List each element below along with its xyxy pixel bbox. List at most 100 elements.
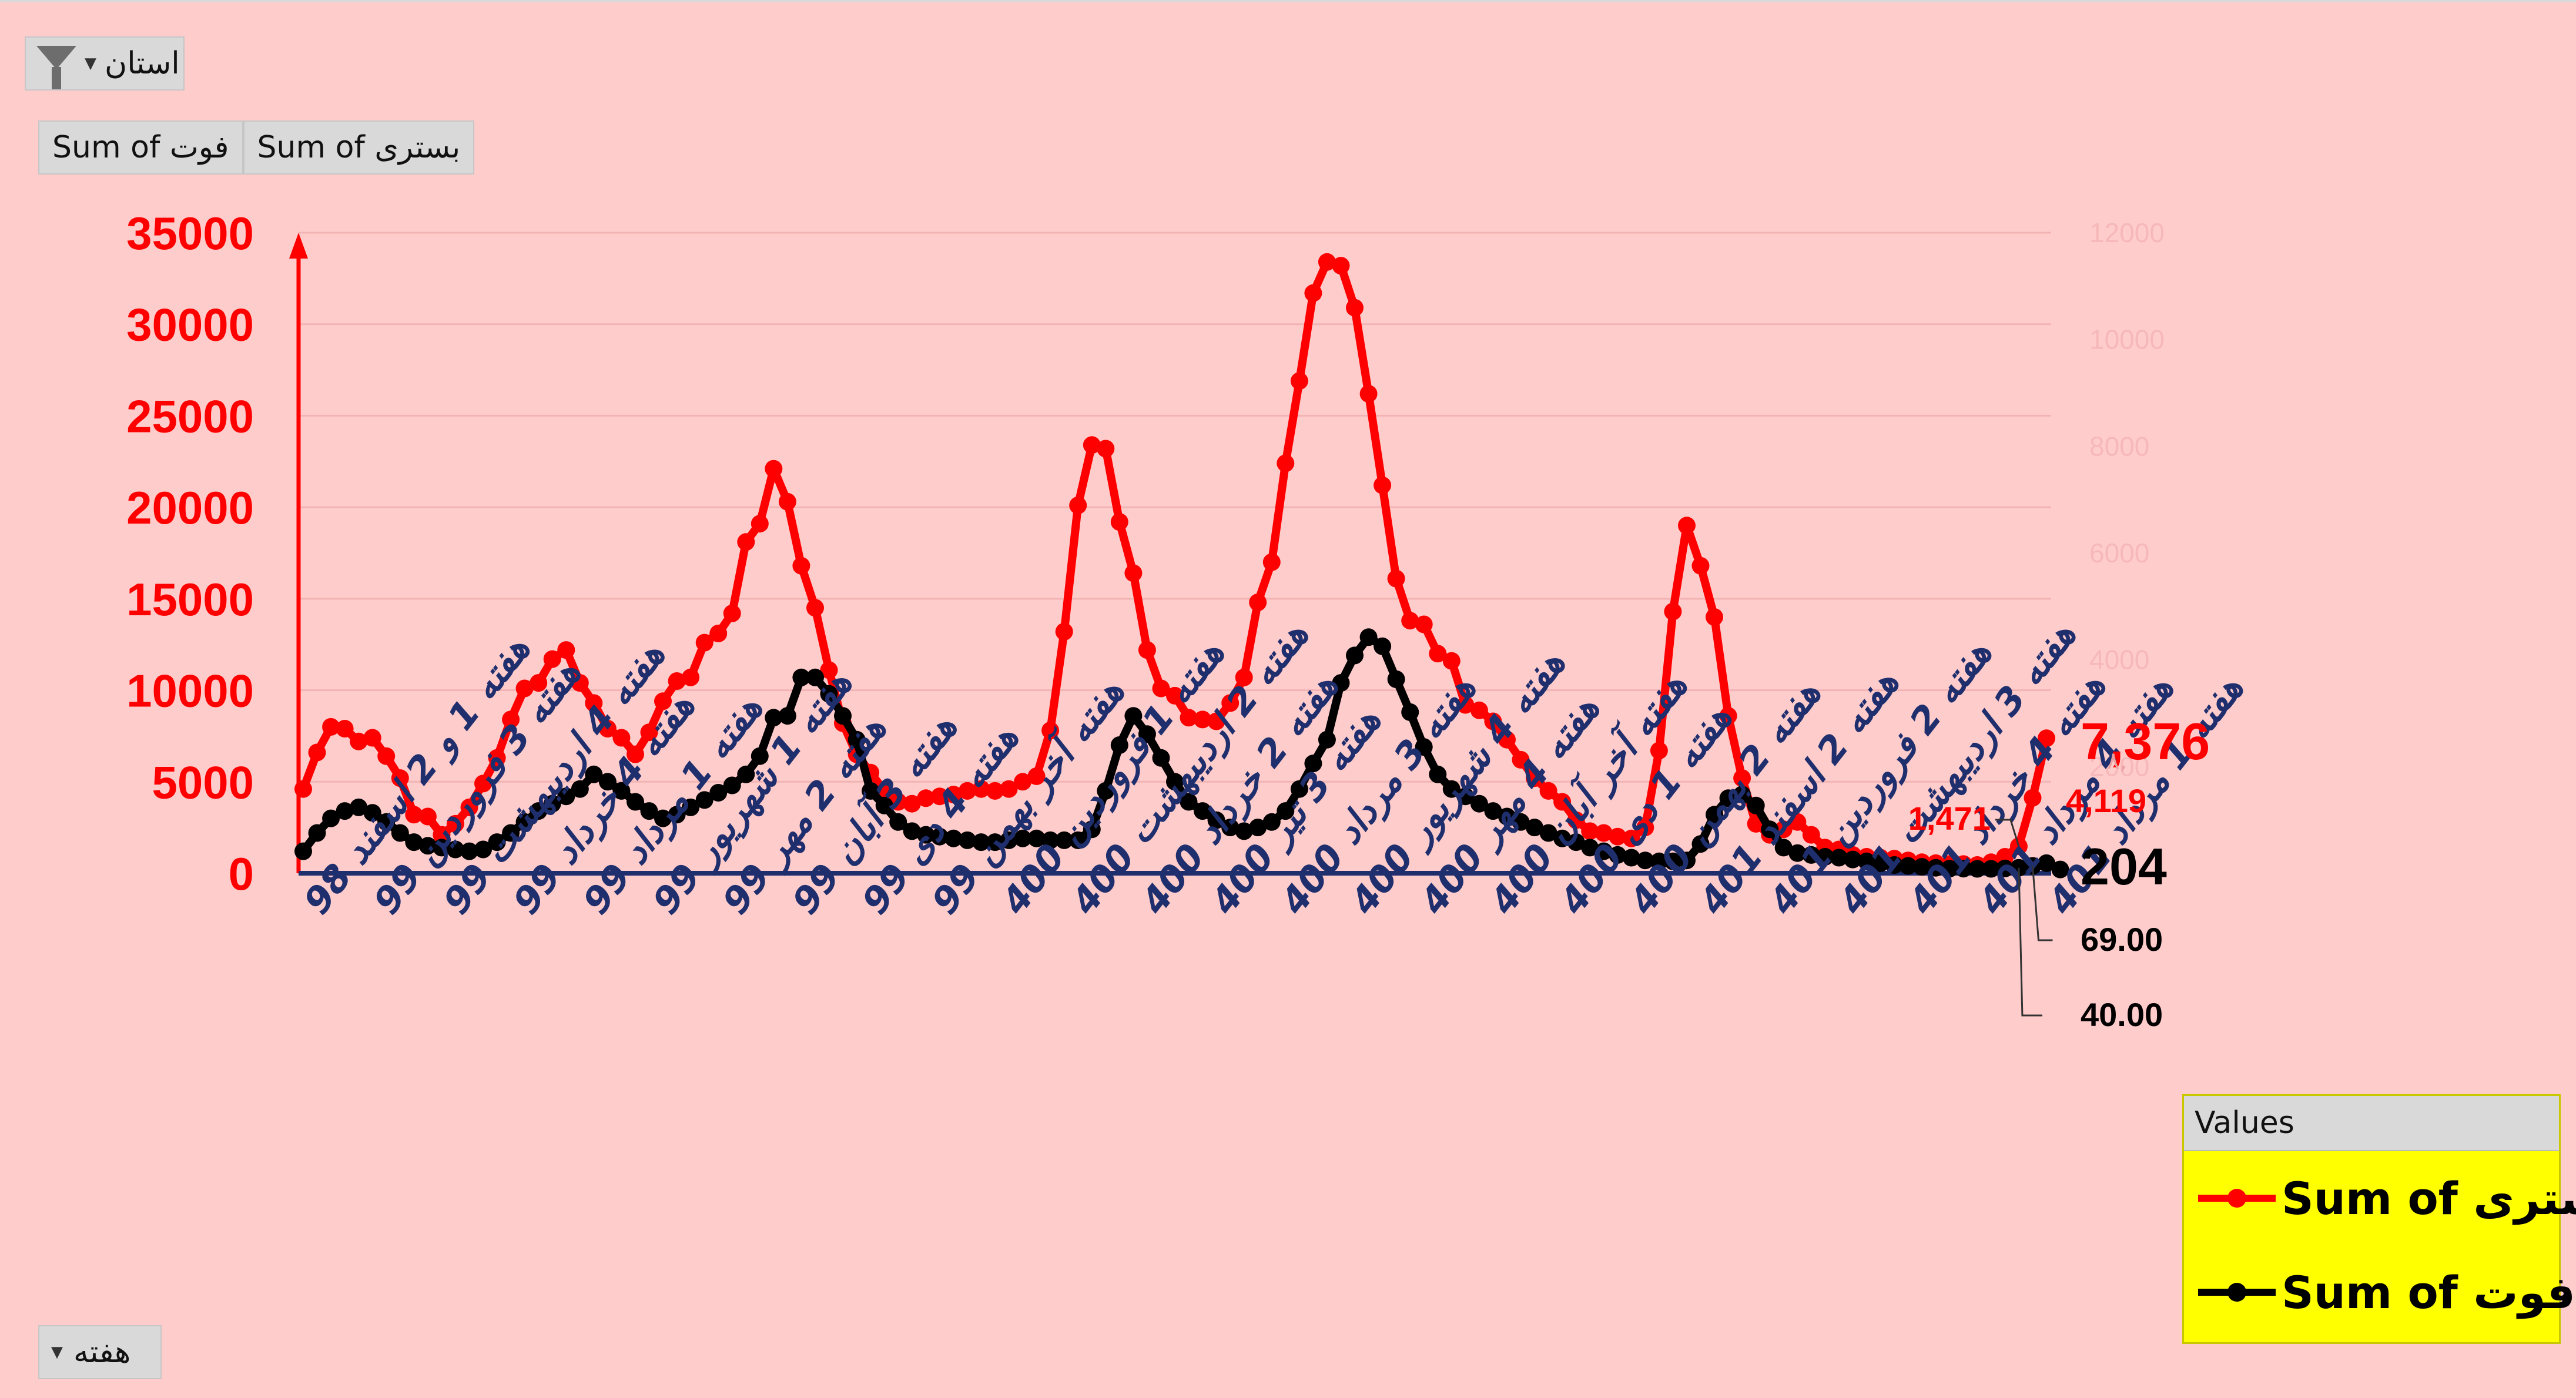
- data-point-fot: [1083, 820, 1101, 839]
- data-point-fot: [1069, 831, 1087, 849]
- data-point-fot: [377, 813, 396, 831]
- top-border: [0, 0, 2576, 2]
- data-point-fot: [1594, 842, 1613, 860]
- legend-swatch-fot: [2198, 1283, 2276, 1302]
- data-point-fot: [1346, 646, 1364, 665]
- data-point-bastari: [350, 732, 368, 750]
- data-point-bastari: [1470, 701, 1488, 719]
- data-point-bastari: [654, 692, 672, 710]
- data-point-bastari: [1207, 712, 1225, 730]
- annotation-fot-label: 69.00: [2081, 921, 2163, 958]
- data-point-fot: [1000, 831, 1018, 849]
- data-point-bastari: [1014, 773, 1032, 791]
- left-axis-tick-label: 30000: [126, 299, 254, 351]
- left-axis-tick-label: 35000: [126, 207, 254, 259]
- data-point-fot: [1359, 628, 1378, 646]
- province-filter-button[interactable]: ▼ استان: [25, 36, 185, 90]
- data-point-fot: [474, 840, 492, 859]
- data-point-bastari: [1180, 709, 1198, 727]
- data-point-fot: [1484, 802, 1502, 820]
- data-point-bastari: [1166, 686, 1184, 705]
- data-point-fot: [1927, 859, 1945, 877]
- left-axis-tick-label: 25000: [126, 390, 254, 442]
- data-point-fot: [1885, 856, 1904, 874]
- data-point-bastari: [723, 604, 741, 622]
- data-point-fot: [1567, 833, 1585, 851]
- annotation-fot-label: 40.00: [2081, 996, 2163, 1033]
- data-point-fot: [1636, 851, 1654, 870]
- data-point-bastari: [1678, 517, 1696, 535]
- data-point-fot: [778, 707, 796, 725]
- data-point-bastari: [737, 533, 755, 551]
- legend-item-bastari[interactable]: Sum of بستری: [2184, 1151, 2576, 1245]
- data-point-fot: [1318, 730, 1336, 749]
- data-point-bastari: [1802, 826, 1820, 844]
- data-point-fot: [446, 840, 464, 859]
- week-axis-field-button[interactable]: ▼ هفته: [38, 1325, 162, 1379]
- data-point-bastari: [322, 718, 340, 736]
- data-point-bastari: [1526, 769, 1543, 787]
- data-point-bastari: [1249, 594, 1267, 612]
- data-point-fot: [917, 826, 935, 844]
- right-axis-tick-label: 10000: [2089, 324, 2165, 355]
- data-point-fot: [1442, 780, 1460, 798]
- dropdown-caret-icon: ▼: [85, 55, 96, 72]
- data-point-bastari: [1484, 712, 1502, 730]
- data-point-bastari: [889, 793, 907, 811]
- data-point-fot: [1691, 835, 1710, 853]
- data-point-fot: [1387, 670, 1405, 688]
- data-point-fot: [598, 773, 617, 791]
- data-point-bastari: [1041, 722, 1060, 740]
- right-axis-tick-label: 6000: [2089, 538, 2149, 568]
- data-point-bastari: [1498, 730, 1516, 749]
- data-point-bastari: [1539, 782, 1557, 800]
- data-point-fot: [668, 806, 686, 824]
- data-point-fot: [765, 709, 783, 727]
- data-point-fot: [294, 842, 312, 860]
- data-point-fot: [1110, 736, 1128, 754]
- data-point-fot: [1844, 850, 1862, 869]
- data-point-bastari: [627, 745, 644, 763]
- chart-legend: Values Sum of بستری Sum of فوت: [2182, 1094, 2576, 1344]
- data-point-bastari: [612, 729, 631, 747]
- left-axis-tick-label: 20000: [126, 482, 254, 534]
- value-field-fot[interactable]: Sum of فوت: [38, 120, 243, 175]
- data-point-fot: [1194, 802, 1212, 820]
- legend-item-fot[interactable]: Sum of فوت: [2184, 1245, 2575, 1339]
- data-point-bastari: [1429, 645, 1447, 663]
- data-point-bastari: [1346, 299, 1364, 317]
- data-point-fot: [322, 809, 340, 827]
- data-point-fot: [1650, 852, 1668, 870]
- data-point-fot: [1830, 849, 1848, 867]
- data-point-fot: [1526, 819, 1543, 837]
- data-point-fot: [1968, 860, 1987, 878]
- data-point-fot: [640, 802, 658, 820]
- data-point-bastari: [709, 625, 728, 642]
- data-point-bastari: [765, 460, 783, 478]
- province-filter-label: استان: [105, 46, 180, 81]
- data-point-bastari: [820, 661, 838, 679]
- data-point-bastari: [1456, 696, 1475, 714]
- data-point-bastari: [1636, 819, 1654, 837]
- data-point-fot: [1207, 811, 1225, 829]
- data-point-bastari: [363, 729, 381, 747]
- data-point-bastari: [1594, 824, 1613, 842]
- data-point-bastari: [2024, 789, 2042, 807]
- data-point-fot: [1816, 848, 1834, 866]
- data-point-bastari: [1097, 440, 1115, 458]
- data-point-fot: [695, 791, 713, 809]
- data-point-fot: [1041, 831, 1060, 849]
- data-point-fot: [405, 833, 423, 851]
- data-point-fot: [1539, 824, 1557, 842]
- data-point-bastari: [391, 769, 409, 787]
- data-point-bastari: [446, 814, 464, 833]
- value-field-bastari[interactable]: Sum of بستری: [243, 120, 475, 175]
- annotation-fot-label: 204: [2081, 837, 2167, 896]
- data-point-fot: [1097, 782, 1115, 800]
- data-point-bastari: [1567, 811, 1585, 829]
- data-point-bastari: [917, 789, 935, 807]
- left-axis-tick-label: 5000: [152, 756, 254, 808]
- right-axis-tick-label: 4000: [2089, 645, 2149, 675]
- right-axis-tick-label: 8000: [2089, 431, 2149, 461]
- data-point-fot: [903, 822, 921, 840]
